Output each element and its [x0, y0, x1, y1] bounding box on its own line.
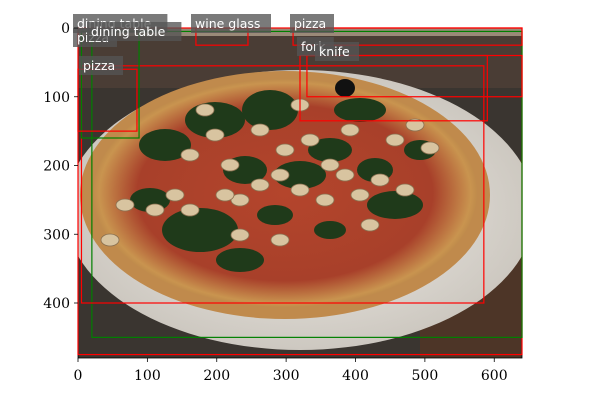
mushroom-topping: [195, 103, 215, 117]
box-label-text: wine glass: [195, 16, 260, 31]
box-label: wine glass: [191, 14, 271, 33]
box-label: knife: [315, 42, 359, 61]
detection-box-knife: [306, 54, 523, 98]
pizza-photo: [78, 28, 522, 358]
mushroom-topping: [350, 188, 370, 202]
x-tick-label: 200: [203, 368, 230, 384]
box-label-background: [315, 42, 359, 61]
mushroom-topping: [385, 133, 405, 147]
mushroom-topping: [370, 173, 390, 187]
mushroom-topping: [180, 148, 200, 162]
mushroom-topping: [250, 123, 270, 137]
mushroom-topping: [395, 183, 415, 197]
mushroom-topping: [335, 168, 355, 182]
spinach-topping: [139, 129, 191, 161]
spinach-topping: [308, 138, 352, 162]
mushroom-topping: [420, 141, 440, 155]
spinach-topping: [216, 248, 264, 272]
y-tick-label: 400: [43, 296, 70, 312]
spinach-topping: [242, 90, 298, 130]
x-tick-label: 400: [342, 368, 369, 384]
mushroom-topping: [270, 168, 290, 182]
spinach-topping: [367, 191, 423, 219]
box-label-text: dining table: [91, 24, 166, 39]
mushroom-topping: [100, 233, 120, 247]
box-label: dining table: [87, 22, 182, 41]
box-label-background: [79, 56, 123, 75]
spinach-topping: [274, 161, 326, 189]
axis-ticks: 0 100 200 300 400 500 600 0 100 200 300 400: [43, 21, 507, 384]
y-tick-label: 200: [43, 159, 70, 175]
mushroom-topping: [165, 188, 185, 202]
detection-box-pizza: [292, 27, 523, 46]
spinach-topping: [162, 208, 238, 252]
mushroom-topping: [115, 198, 135, 212]
x-tick-label: 100: [134, 368, 161, 384]
mushroom-topping: [250, 178, 270, 192]
box-label-background: [290, 14, 334, 33]
mushroom-topping: [220, 158, 240, 172]
mushroom-topping: [275, 143, 295, 157]
mushroom-topping: [230, 228, 250, 242]
olive: [335, 79, 355, 97]
box-label-background: [87, 22, 182, 41]
mushroom-topping: [205, 128, 225, 142]
mushroom-topping: [360, 218, 380, 232]
mushroom-topping: [270, 233, 290, 247]
mushroom-topping: [215, 188, 235, 202]
box-label-text: pizza: [83, 58, 115, 73]
y-tick-label: 300: [43, 227, 70, 243]
x-tick-label: 300: [273, 368, 300, 384]
y-tick-label: 0: [61, 21, 70, 37]
box-label-text: pizza: [294, 16, 326, 31]
spinach-topping: [334, 98, 386, 122]
mushroom-topping: [320, 158, 340, 172]
box-label: pizza: [79, 56, 123, 75]
mushroom-topping: [180, 203, 200, 217]
mushroom-topping: [145, 203, 165, 217]
spinach-topping: [314, 221, 346, 239]
mushroom-topping: [290, 183, 310, 197]
mushroom-topping: [340, 123, 360, 137]
x-tick-label: 500: [412, 368, 439, 384]
box-label-background: [191, 14, 271, 33]
pizza-toppings: [100, 90, 440, 272]
spinach-topping: [257, 205, 293, 225]
mushroom-topping: [230, 193, 250, 207]
box-label: pizza: [290, 14, 334, 33]
box-label-text: knife: [319, 44, 350, 59]
mushroom-topping: [405, 118, 425, 132]
x-tick-label: 600: [481, 368, 508, 384]
detection-box-pizza: [80, 65, 485, 304]
y-tick-label: 100: [43, 90, 70, 106]
mushroom-topping: [315, 193, 335, 207]
x-tick-label: 0: [74, 368, 83, 384]
mushroom-topping: [300, 133, 320, 147]
